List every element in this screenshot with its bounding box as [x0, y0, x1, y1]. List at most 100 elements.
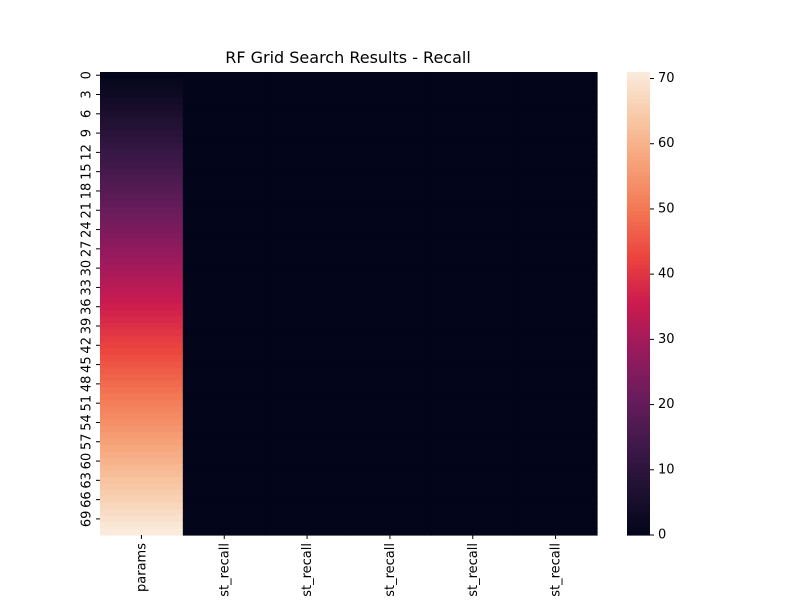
heatmap-cell — [100, 245, 184, 253]
heatmap-cell — [431, 91, 515, 99]
heatmap-cell — [182, 213, 267, 221]
heatmap-cell — [100, 329, 184, 337]
colorbar-segment — [627, 280, 650, 285]
heatmap-cell — [348, 406, 432, 414]
heatmap-cell — [431, 483, 515, 491]
heatmap-cell — [182, 502, 267, 510]
heatmap-cell — [100, 316, 184, 324]
heatmap-cell — [431, 335, 515, 343]
heatmap-cell — [431, 84, 515, 92]
heatmap-cell — [182, 194, 267, 202]
y-tick-label: 9 — [80, 129, 95, 137]
heatmap-cell — [514, 502, 598, 510]
heatmap-cell — [348, 162, 432, 170]
heatmap-cell — [265, 232, 350, 240]
heatmap-cell — [100, 200, 184, 208]
heatmap-cell — [431, 322, 515, 330]
heatmap-cell — [265, 264, 350, 272]
heatmap-cell — [348, 496, 432, 504]
y-tick-label: 0 — [80, 71, 95, 79]
heatmap-cell — [182, 200, 267, 208]
x-tick-label: st_recall — [549, 543, 564, 597]
heatmap-cell — [348, 174, 432, 182]
heatmap-cell — [100, 470, 184, 478]
colorbar-segment — [627, 507, 650, 513]
y-tick-label: 66 — [80, 491, 95, 508]
heatmap-cell — [431, 477, 515, 485]
heatmap-cell — [265, 502, 350, 510]
heatmap-cell — [431, 207, 515, 215]
heatmap-cell — [431, 489, 515, 498]
heatmap-cell — [348, 110, 432, 118]
heatmap-cell — [431, 162, 515, 170]
colorbar-segment — [627, 465, 650, 471]
colorbar-segment — [627, 361, 650, 366]
colorbar-segment — [627, 353, 650, 359]
heatmap-cell — [182, 297, 267, 305]
colorbar-segment — [627, 149, 650, 154]
colorbar-segment — [627, 372, 650, 378]
heatmap-cell — [431, 438, 515, 446]
heatmap-cell — [431, 393, 515, 401]
heatmap-cell — [514, 149, 598, 157]
x-tick-label: st_recall — [466, 543, 481, 597]
heatmap-cell — [265, 528, 350, 536]
colorbar-segment — [627, 226, 650, 231]
heatmap-cell — [348, 239, 432, 247]
heatmap-cell — [100, 522, 184, 530]
heatmap-cell — [514, 444, 598, 452]
colorbar-segment — [627, 426, 650, 432]
y-tick-label: 63 — [80, 472, 95, 489]
heatmap-cell — [265, 380, 350, 388]
heatmap-cell — [514, 277, 598, 285]
heatmap-cell — [514, 245, 598, 253]
heatmap-cell — [514, 438, 598, 446]
heatmap-cell — [182, 219, 267, 227]
heatmap-cell — [431, 496, 515, 504]
heatmap-cell — [182, 168, 267, 176]
heatmap-cell — [431, 258, 515, 266]
heatmap-cell — [431, 303, 515, 311]
heatmap-cell — [182, 149, 267, 157]
heatmap-cell — [265, 348, 350, 356]
y-tick-label: 36 — [80, 298, 95, 315]
colorbar-tick-label: 30 — [658, 332, 675, 347]
heatmap-cell — [348, 271, 432, 279]
heatmap-cell — [431, 117, 515, 125]
heatmap-cell — [265, 432, 350, 440]
heatmap-cell — [100, 489, 184, 498]
heatmap-cell — [431, 425, 515, 433]
heatmap-cell — [100, 239, 184, 247]
heatmap-cell — [265, 329, 350, 337]
heatmap-cell — [182, 252, 267, 260]
heatmap-cell — [431, 457, 515, 465]
heatmap-cell — [431, 181, 515, 189]
heatmap-cell — [348, 515, 432, 523]
heatmap-cell — [100, 84, 184, 92]
heatmap-cell — [348, 219, 432, 227]
heatmap-cell — [100, 142, 184, 150]
colorbar-segment — [627, 480, 650, 486]
heatmap-cell — [431, 155, 515, 163]
heatmap-cell — [514, 207, 598, 215]
heatmap-cell — [265, 168, 350, 176]
heatmap-cell — [182, 470, 267, 478]
chart-title: RF Grid Search Results - Recall — [225, 48, 471, 67]
y-tick-label: 24 — [80, 221, 95, 238]
heatmap-cell — [265, 335, 350, 343]
heatmap-cell — [100, 104, 184, 112]
colorbar-segment — [627, 469, 650, 474]
heatmap-cell — [431, 239, 515, 247]
colorbar-segment — [627, 411, 650, 416]
heatmap-cell — [348, 187, 432, 195]
heatmap-cell — [514, 290, 598, 298]
heatmap-cell — [100, 509, 184, 517]
heatmap-cell — [182, 444, 267, 452]
heatmap-cell — [514, 348, 598, 356]
colorbar-segment — [627, 504, 650, 509]
colorbar-segment — [627, 519, 650, 525]
colorbar-segment — [627, 523, 650, 528]
heatmap-cell — [348, 425, 432, 433]
heatmap-cell — [100, 399, 184, 407]
heatmap-cell — [514, 181, 598, 189]
